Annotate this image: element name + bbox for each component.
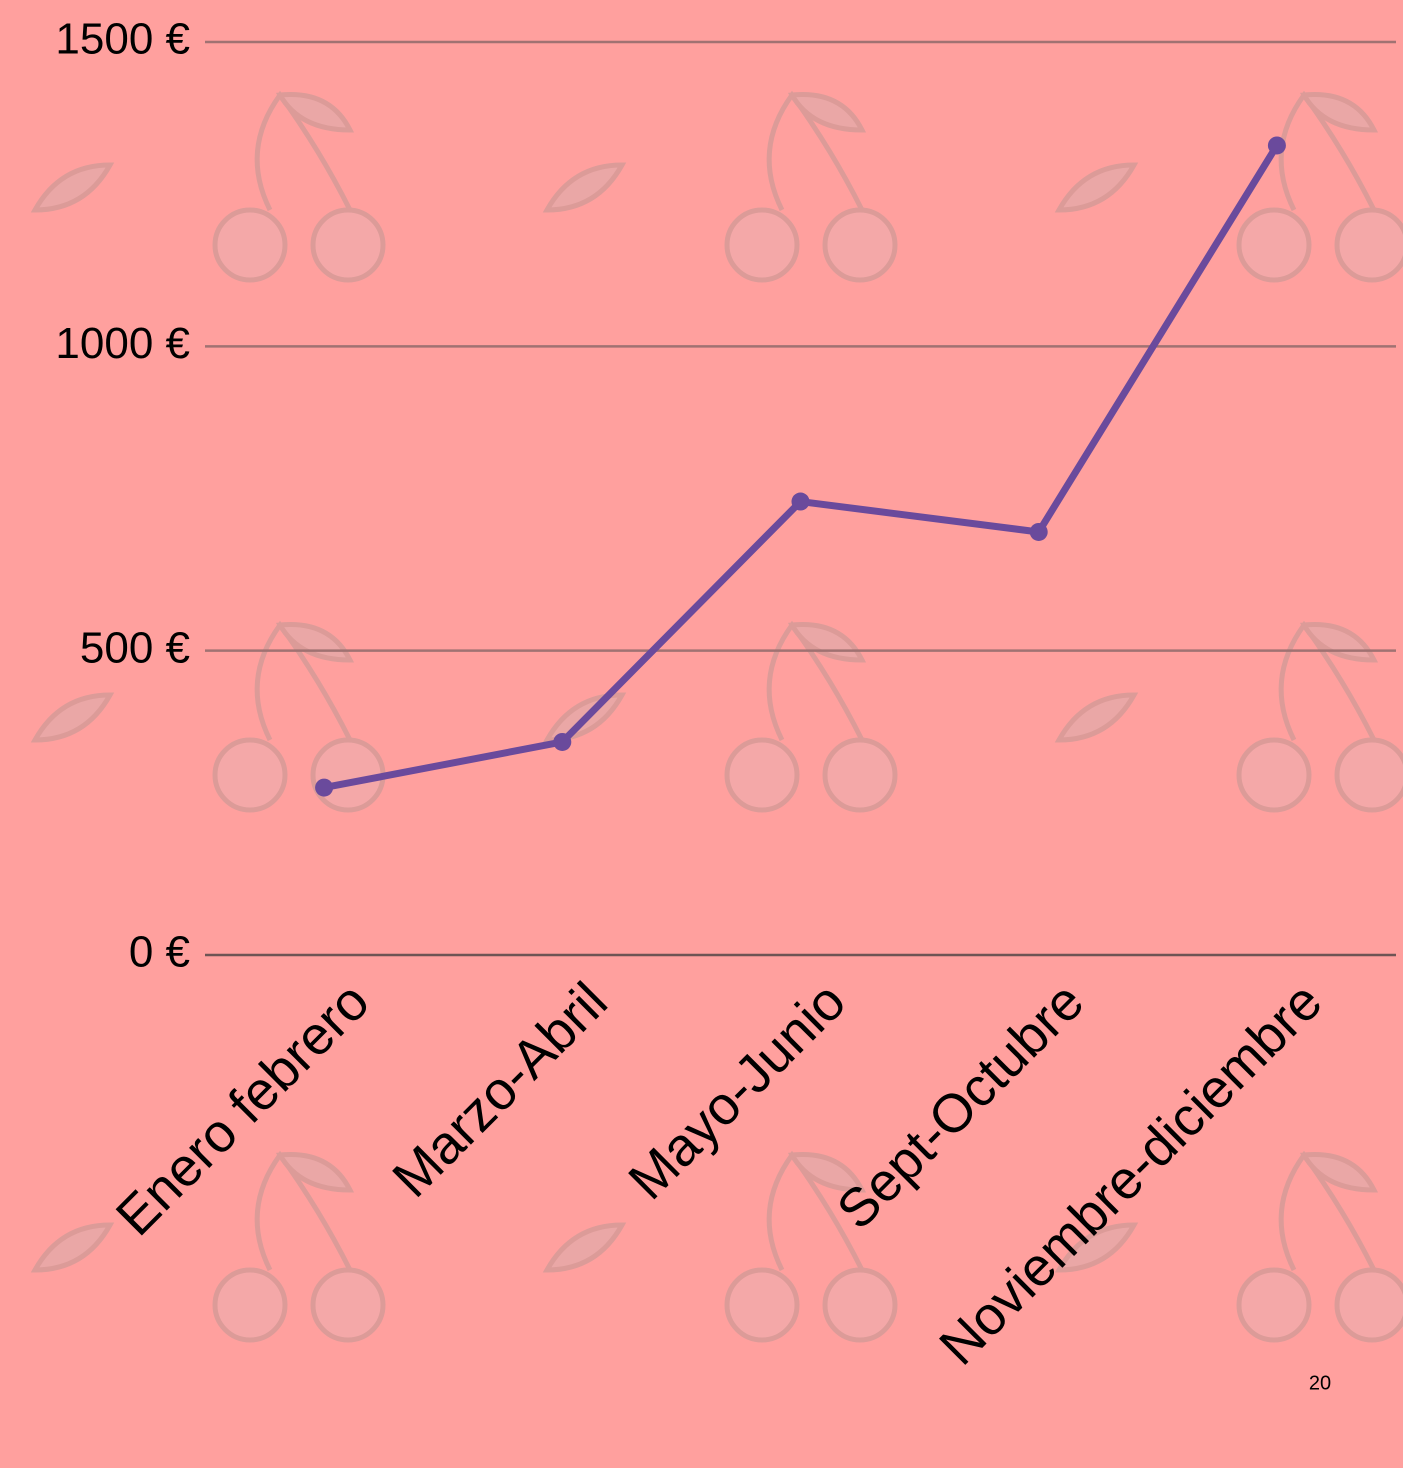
page-number: 20 xyxy=(1309,1372,1331,1394)
y-tick-label: 1000 € xyxy=(55,319,190,368)
data-point xyxy=(1267,136,1286,155)
data-point xyxy=(315,778,334,797)
y-tick-label: 1500 € xyxy=(55,15,190,64)
y-tick-label: 500 € xyxy=(80,623,190,672)
y-tick-label: 0 € xyxy=(129,928,190,977)
data-point xyxy=(553,732,572,751)
data-point xyxy=(791,492,810,511)
data-point xyxy=(1029,522,1048,541)
